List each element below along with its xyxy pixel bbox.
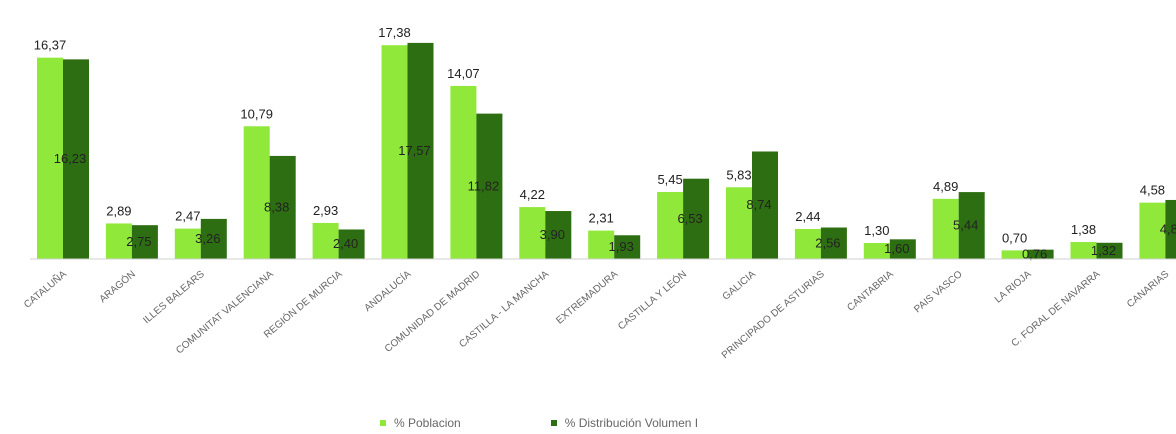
data-label-poblacion-8: 2,31 [589, 211, 614, 226]
bar-distribucion-5 [407, 42, 434, 259]
bar-distribucion-12 [889, 239, 916, 259]
data-label-poblacion-0: 16,37 [34, 38, 67, 53]
data-label-poblacion-15: 1,38 [1071, 222, 1096, 237]
data-label-poblacion-3: 10,79 [240, 106, 273, 121]
legend-item-poblacion: % Poblacion [380, 416, 461, 430]
bar-distribucion-8 [614, 235, 641, 259]
bar-distribucion-16 [1165, 199, 1176, 259]
bar-distribucion-0 [63, 59, 89, 259]
bar-poblacion-16 [1139, 202, 1166, 259]
bar-layer [37, 42, 1176, 260]
x-tick-label-2: ILLES BALEARS [141, 269, 207, 327]
bar-distribucion-10 [752, 151, 778, 259]
bar-poblacion-12 [863, 243, 890, 259]
bar-distribucion-1 [131, 225, 158, 259]
legend-label-distribucion: % Distribución Volumen I [564, 416, 699, 430]
data-label-distribucion-2: 3,26 [195, 231, 220, 246]
data-label-poblacion-2: 2,47 [175, 209, 200, 224]
legend-label-poblacion: % Poblacion [394, 416, 461, 430]
data-label-poblacion-10: 5,83 [726, 167, 751, 182]
legend: % Poblacion % Distribución Volumen I [380, 416, 698, 430]
data-label-layer: 16,37 16,23 2,89 2,75 2,47 3,26 10,79 8,38 2,93 2… [34, 25, 1176, 261]
data-label-distribucion-7: 3,90 [540, 227, 565, 242]
data-label-distribucion-1: 2,75 [126, 234, 151, 249]
bar-distribucion-9 [683, 178, 710, 259]
data-label-distribucion-12: 1,60 [884, 241, 909, 256]
data-label-distribucion-16: 4,80 [1160, 221, 1176, 236]
data-label-poblacion-16: 4,58 [1140, 183, 1165, 198]
bar-poblacion-13 [932, 198, 959, 259]
data-label-poblacion-6: 14,07 [447, 66, 480, 81]
x-tick-label-13: PAIS VASCO [912, 269, 965, 316]
x-tick-label-9: CASTILLA Y LEÓN [615, 267, 689, 332]
data-label-poblacion-4: 2,93 [313, 203, 338, 218]
data-label-distribucion-11: 2,56 [815, 235, 840, 250]
bar-distribucion-7 [545, 211, 572, 259]
data-label-distribucion-3: 8,38 [264, 199, 289, 214]
bar-distribucion-6 [476, 113, 503, 259]
bar-poblacion-6 [450, 85, 477, 260]
bar-distribucion-3 [269, 155, 296, 259]
x-tick-label-16: CANARIAS [1125, 269, 1171, 310]
legend-swatch-distribucion [550, 420, 557, 426]
x-tick-label-12: CANTABRIA [845, 269, 896, 314]
data-label-distribucion-8: 1,93 [609, 239, 634, 254]
x-tick-label-14: LA RIOJA [993, 269, 1034, 306]
data-label-distribucion-9: 6,53 [677, 211, 702, 226]
data-label-poblacion-7: 4,22 [520, 187, 545, 202]
legend-item-distribucion: % Distribución Volumen I [550, 416, 699, 430]
data-label-poblacion-11: 2,44 [795, 209, 820, 224]
data-label-poblacion-5: 17,38 [378, 25, 411, 40]
x-tick-label-1: ARAGÓN [96, 267, 138, 305]
bar-distribucion-11 [820, 227, 847, 259]
bar-distribucion-14 [1027, 249, 1054, 259]
bar-distribucion-4 [338, 229, 365, 259]
x-tick-label-8: EXTREMADURA [554, 269, 620, 327]
data-label-poblacion-13: 4,89 [933, 179, 958, 194]
bar-poblacion-9 [657, 191, 684, 259]
bar-poblacion-3 [243, 126, 270, 260]
bar-poblacion-11 [794, 228, 821, 259]
data-label-poblacion-9: 5,45 [657, 172, 682, 187]
bar-poblacion-15 [1070, 242, 1097, 259]
data-label-distribucion-14: 0,76 [1022, 246, 1047, 261]
x-tick-label-10: GALICIA [721, 269, 759, 303]
bar-poblacion-5 [381, 45, 408, 260]
bar-poblacion-7 [519, 207, 546, 259]
bar-poblacion-4 [312, 222, 339, 259]
bar-poblacion-10 [726, 187, 752, 259]
x-tick-label-5: ANDALUCÍA [361, 267, 413, 314]
data-label-poblacion-14: 0,70 [1002, 230, 1027, 245]
bar-distribucion-2 [200, 218, 227, 259]
data-label-distribucion-10: 8,74 [746, 197, 771, 212]
bar-poblacion-14 [1001, 250, 1028, 259]
data-label-distribucion-6: 11,82 [468, 178, 500, 193]
bar-distribucion-15 [1096, 242, 1123, 259]
bar-distribucion-13 [958, 192, 985, 259]
data-label-distribucion-5: 17,57 [398, 143, 431, 158]
legend-swatch-poblacion [380, 420, 386, 426]
data-label-poblacion-12: 1,30 [864, 223, 889, 238]
bar-poblacion-0 [37, 57, 63, 259]
x-tick-label-0: CATALUÑA [21, 267, 69, 311]
data-label-distribucion-0: 16,23 [54, 151, 87, 166]
data-label-distribucion-13: 5,44 [953, 218, 978, 233]
bar-poblacion-1 [105, 223, 132, 259]
bar-poblacion-8 [588, 230, 615, 259]
bar-poblacion-2 [174, 228, 201, 259]
data-label-poblacion-1: 2,89 [106, 203, 131, 218]
data-label-distribucion-15: 1,32 [1091, 243, 1116, 258]
data-label-distribucion-4: 2,40 [333, 236, 358, 251]
